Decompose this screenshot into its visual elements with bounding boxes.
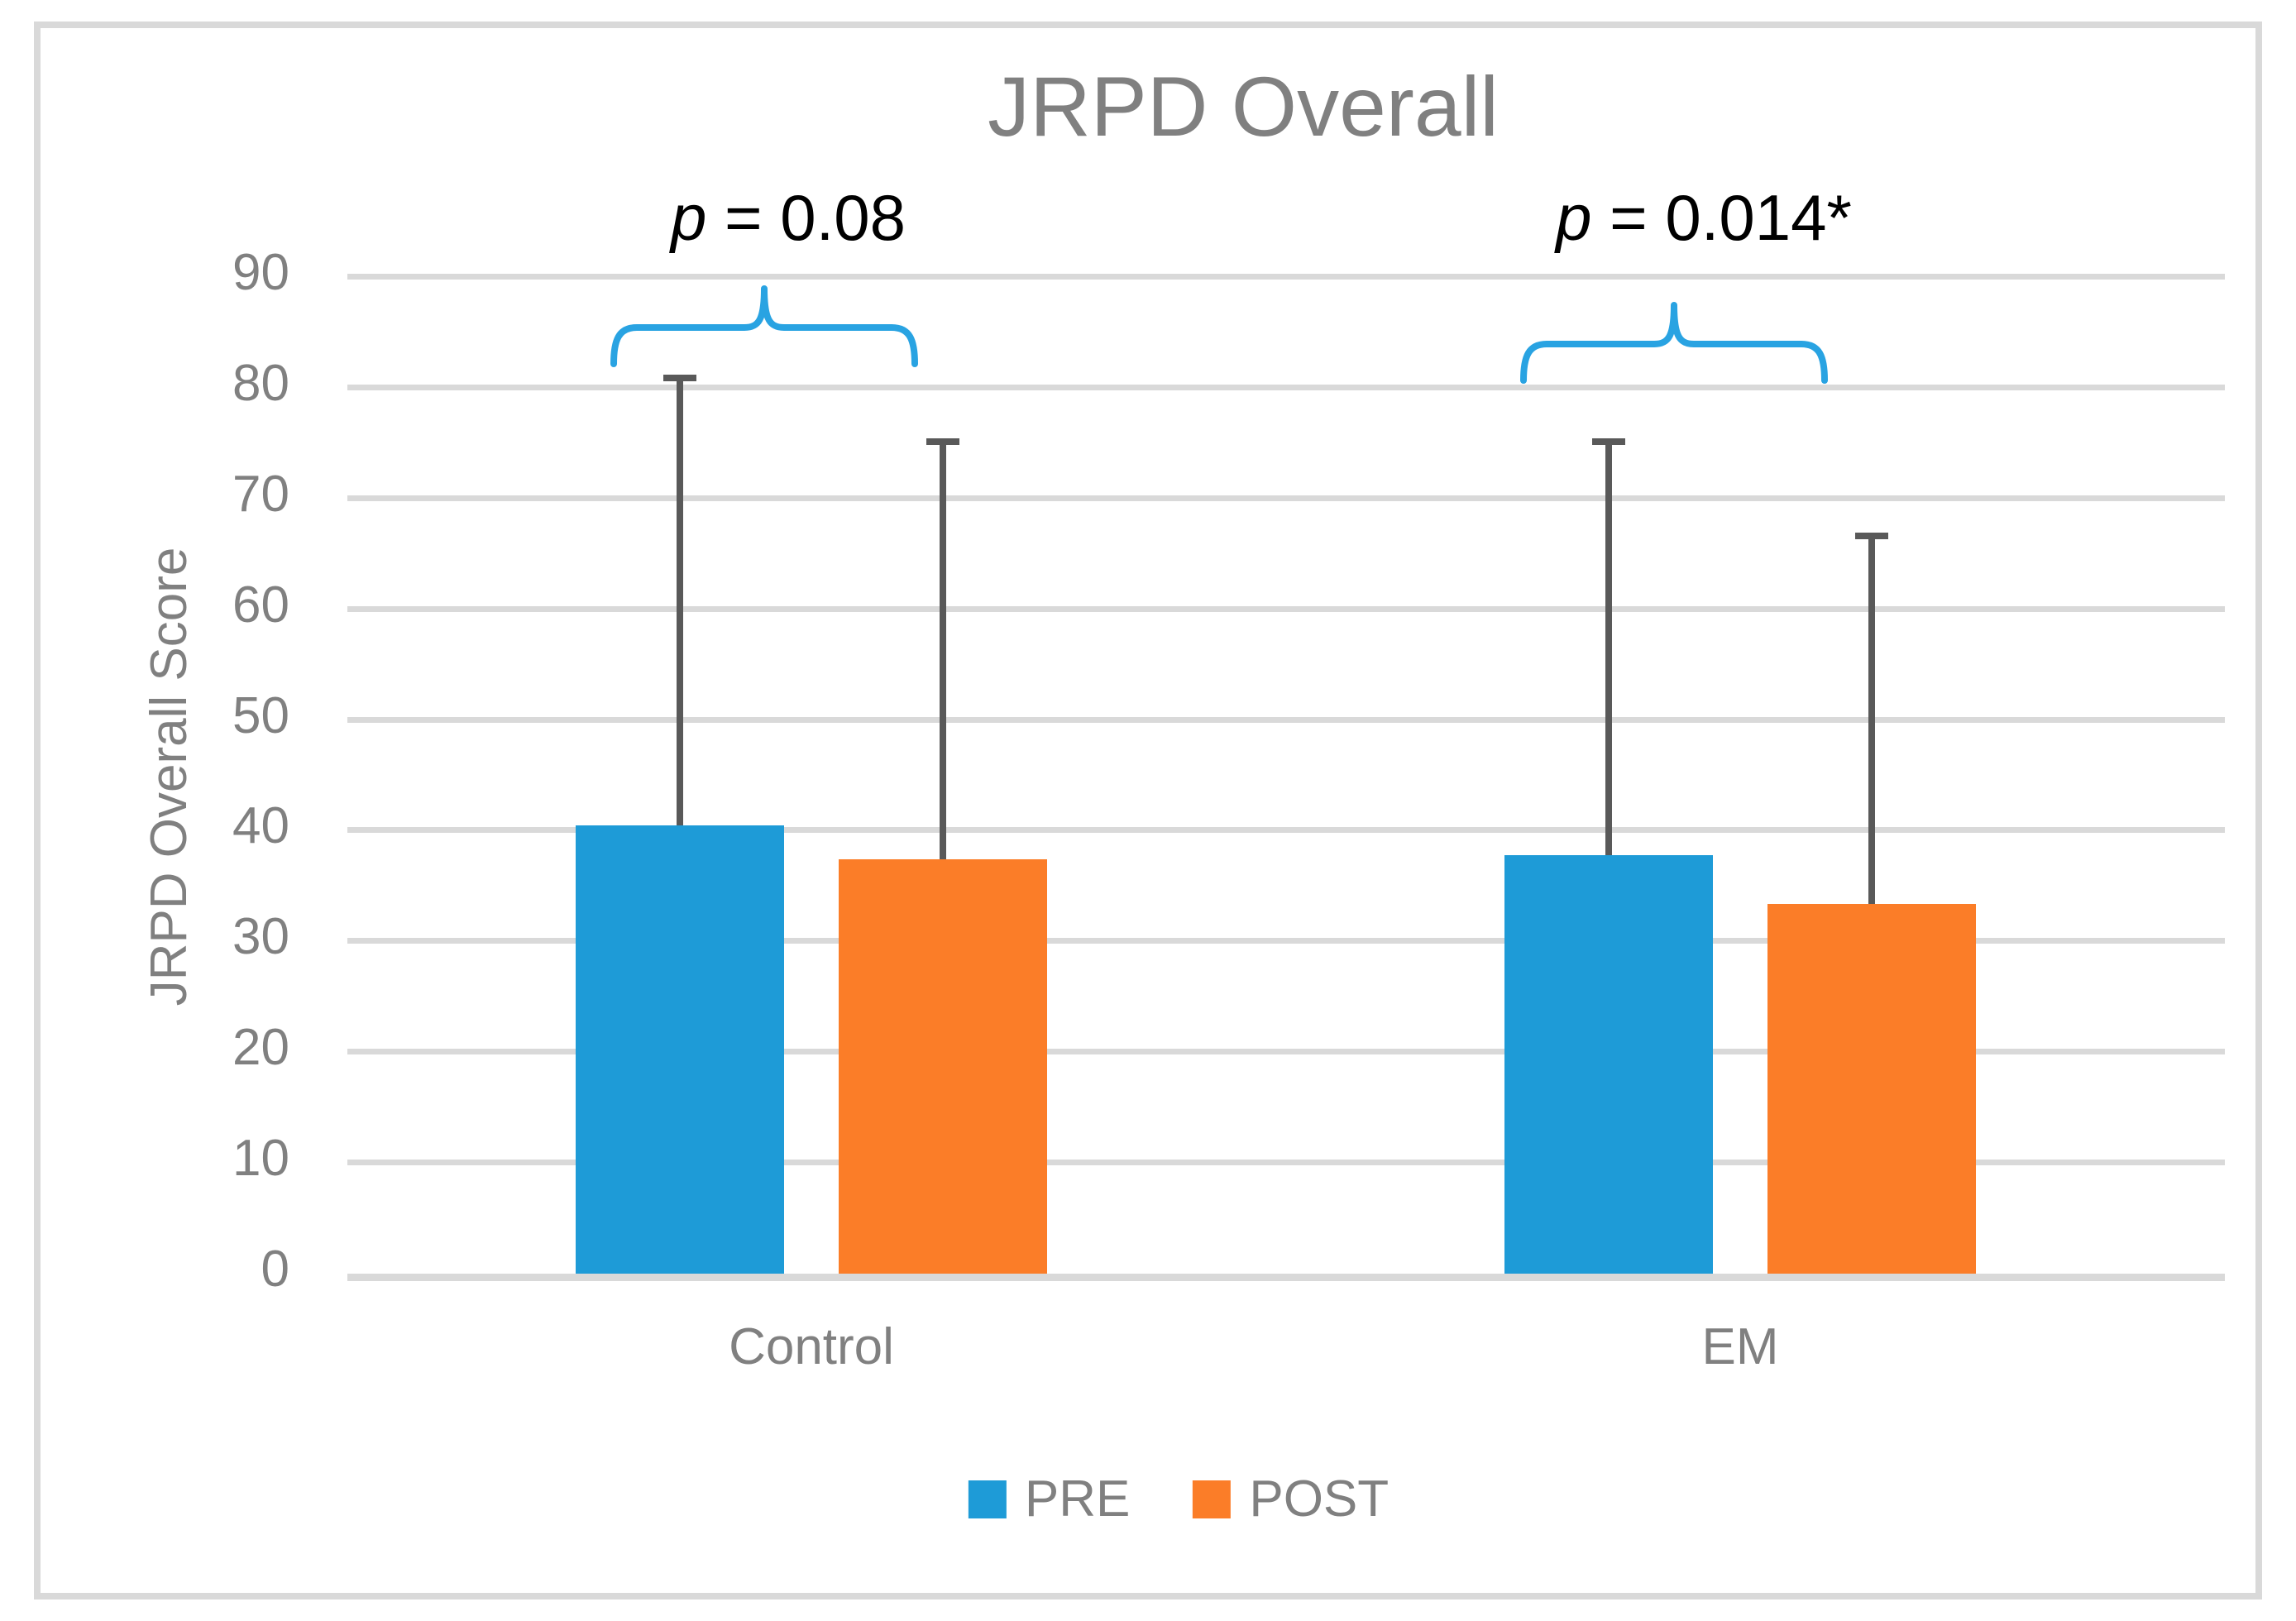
- legend-item-post: POST: [1193, 1474, 1389, 1525]
- y-tick-label: 40: [232, 797, 289, 855]
- gridline: [347, 1049, 2225, 1055]
- y-tick-label: 20: [232, 1019, 289, 1077]
- p-symbol: p: [670, 181, 707, 254]
- y-tick-label: 30: [232, 908, 289, 966]
- legend: PRE POST: [968, 1470, 1389, 1528]
- x-axis-line: [347, 1274, 2225, 1281]
- p-value-text: = 0.08: [706, 181, 906, 254]
- p-value-em: p = 0.014*: [1556, 185, 1852, 250]
- p-symbol: p: [1556, 181, 1592, 254]
- gridline: [347, 384, 2225, 390]
- gridline: [347, 827, 2225, 834]
- curly-brace-icon: [1520, 302, 1828, 384]
- y-tick-label: 80: [232, 354, 289, 412]
- error-bar-cap-pre-control: [663, 374, 696, 381]
- legend-swatch-pre: [968, 1480, 1007, 1518]
- error-bar-post-control: [940, 438, 946, 860]
- bar-post-control: [839, 859, 1047, 1274]
- significance-bracket-em: [1520, 300, 1828, 398]
- y-tick-label: 0: [261, 1241, 289, 1298]
- gridline: [347, 605, 2225, 612]
- gridline: [347, 716, 2225, 723]
- error-bar-pre-control: [677, 374, 683, 825]
- bar-post-em: [1767, 903, 1976, 1274]
- gridline: [347, 495, 2225, 501]
- y-tick-label: 60: [232, 576, 289, 634]
- legend-item-pre: PRE: [968, 1470, 1131, 1528]
- gridline: [347, 274, 2225, 280]
- gridline: [347, 1160, 2225, 1166]
- curly-brace-icon: [610, 285, 918, 367]
- y-tick-label: 90: [232, 244, 289, 301]
- gridline: [347, 938, 2225, 944]
- p-value-text: = 0.014*: [1591, 181, 1852, 254]
- error-bar-cap-pre-em: [1592, 438, 1625, 446]
- error-bar-cap-post-control: [926, 438, 959, 446]
- error-bar-cap-post-em: [1855, 533, 1888, 540]
- y-tick-label: 50: [232, 686, 289, 744]
- error-bar-pre-em: [1605, 438, 1612, 855]
- bar-pre-control: [576, 825, 784, 1274]
- category-label-em: EM: [1701, 1318, 1779, 1375]
- error-bar-post-em: [1868, 533, 1875, 904]
- category-label-control: Control: [729, 1318, 894, 1375]
- chart-title: JRPD Overall: [988, 60, 1499, 154]
- legend-label-pre: PRE: [1024, 1470, 1131, 1528]
- legend-swatch-post: [1193, 1480, 1232, 1518]
- bar-pre-em: [1504, 854, 1713, 1274]
- significance-bracket-control: [610, 284, 918, 381]
- y-tick-label: 70: [232, 465, 289, 523]
- p-value-control: p = 0.08: [671, 185, 906, 250]
- chart-border-frame: [34, 22, 2262, 1599]
- y-tick-label: 10: [232, 1130, 289, 1188]
- legend-label-post: POST: [1249, 1470, 1390, 1528]
